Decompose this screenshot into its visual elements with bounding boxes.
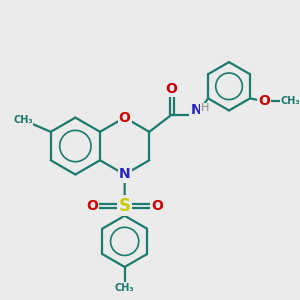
Text: N: N [190, 103, 202, 117]
Text: N: N [119, 167, 130, 182]
Text: O: O [151, 199, 163, 213]
Text: CH₃: CH₃ [115, 283, 134, 293]
Text: O: O [258, 94, 270, 108]
Text: O: O [86, 199, 98, 213]
Text: S: S [119, 197, 131, 215]
Text: O: O [119, 111, 130, 124]
Text: CH₃: CH₃ [280, 96, 300, 106]
Text: O: O [166, 82, 178, 96]
Text: H: H [201, 103, 209, 113]
Text: CH₃: CH₃ [13, 116, 33, 125]
